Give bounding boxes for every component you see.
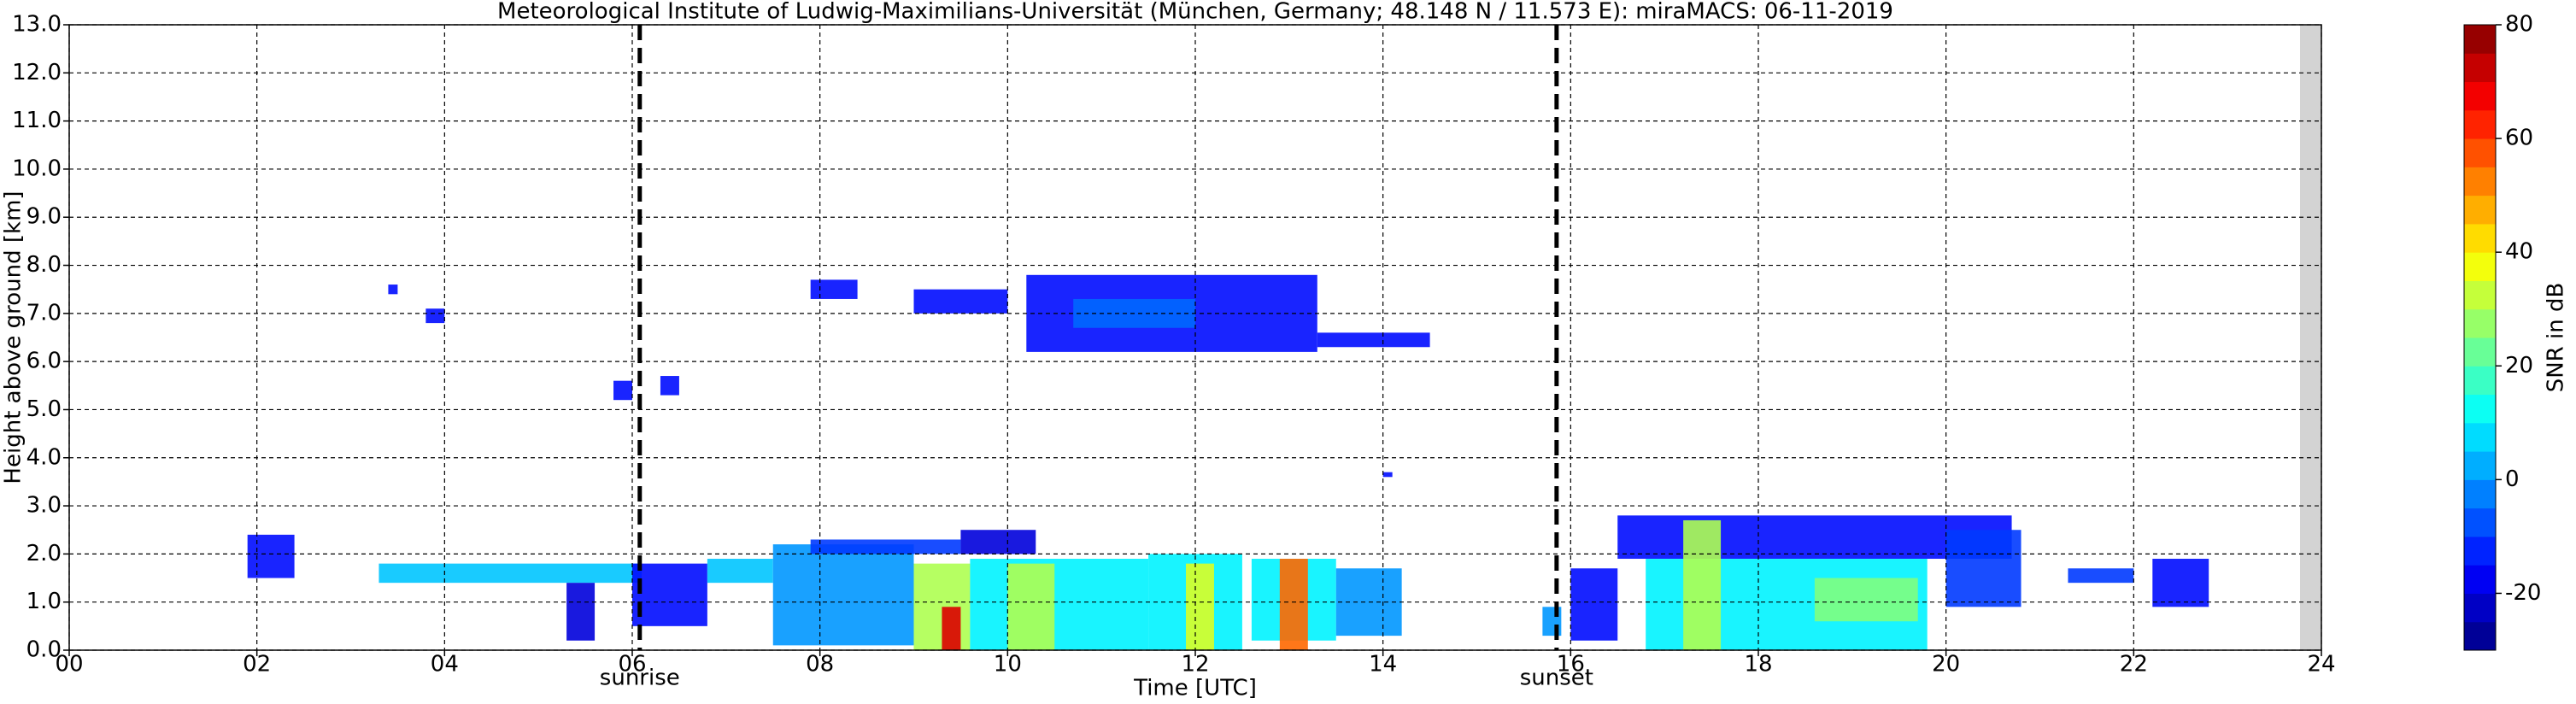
echo xyxy=(247,534,295,578)
echo xyxy=(388,285,398,295)
x-tick-label: 12 xyxy=(1181,652,1209,678)
y-tick-label: 9.0 xyxy=(26,204,62,230)
colorbar-tick-label: 40 xyxy=(2505,239,2533,265)
colorbar-segment xyxy=(2464,451,2496,480)
echo xyxy=(942,607,961,650)
colorbar-segment xyxy=(2464,394,2496,424)
colorbar-segment xyxy=(2464,280,2496,310)
colorbar-tick-label: 20 xyxy=(2505,353,2533,378)
x-tick-label: 14 xyxy=(1369,652,1397,678)
y-tick-label: 10.0 xyxy=(12,155,62,181)
echo xyxy=(960,530,1036,554)
echo xyxy=(1683,519,1722,650)
y-tick-label: 12.0 xyxy=(12,60,62,85)
chart-title: Meteorological Institute of Ludwig-Maxim… xyxy=(497,0,1893,25)
x-tick-label: 04 xyxy=(431,652,459,678)
echo xyxy=(1570,568,1618,641)
echo xyxy=(810,539,961,554)
colorbar-segment xyxy=(2464,138,2496,167)
colorbar-segment xyxy=(2464,536,2496,566)
y-tick-label: 11.0 xyxy=(12,108,62,133)
colorbar-segment xyxy=(2464,593,2496,623)
colorbar-segment xyxy=(2464,366,2496,396)
colorbar-segment xyxy=(2464,223,2496,253)
y-tick-label: 5.0 xyxy=(26,396,62,422)
x-tick-label: 10 xyxy=(994,652,1022,678)
y-axis-label: Height above ground [km] xyxy=(1,191,26,484)
colorbar-segment xyxy=(2464,337,2496,367)
colorbar-segment xyxy=(2464,507,2496,537)
echo xyxy=(378,563,642,584)
echo xyxy=(1317,332,1430,348)
echo xyxy=(1382,472,1393,478)
colorbar-frame xyxy=(2463,24,2497,651)
colorbar-segment xyxy=(2464,479,2496,509)
echo xyxy=(425,308,445,324)
y-tick-label: 4.0 xyxy=(26,444,62,470)
plot-frame xyxy=(68,24,2322,651)
echo xyxy=(1007,563,1055,650)
echo xyxy=(1814,578,1918,622)
colorbar-segment xyxy=(2464,308,2496,338)
echo xyxy=(660,376,679,396)
event-label: sunrise xyxy=(600,666,680,691)
colorbar-segment xyxy=(2464,81,2496,111)
echo xyxy=(1186,563,1214,650)
x-tick-label: 06 xyxy=(618,652,646,678)
echo xyxy=(613,380,632,401)
echo xyxy=(913,289,1008,314)
no-data-strip xyxy=(2300,25,2321,650)
x-axis-label: Time [UTC] xyxy=(1133,676,1257,701)
echo xyxy=(772,544,914,646)
colorbar-segment xyxy=(2464,565,2496,594)
echo xyxy=(810,279,858,299)
colorbar-segment xyxy=(2464,195,2496,225)
colorbar-segment xyxy=(2464,422,2496,452)
colorbar-tick-label: 0 xyxy=(2505,466,2520,492)
x-tick-label: 18 xyxy=(1744,652,1772,678)
y-tick-label: 7.0 xyxy=(26,300,62,326)
colorbar-segment xyxy=(2464,167,2496,197)
x-tick-label: 20 xyxy=(1932,652,1960,678)
echo xyxy=(2152,559,2209,607)
colorbar-segment xyxy=(2464,53,2496,83)
y-tick-label: 3.0 xyxy=(26,493,62,519)
colorbar-segment xyxy=(2464,25,2496,54)
y-tick-label: 2.0 xyxy=(26,541,62,566)
colorbar-label: SNR in dB xyxy=(2544,283,2569,393)
y-tick-label: 8.0 xyxy=(26,252,62,278)
x-tick-label: 24 xyxy=(2307,652,2335,678)
x-tick-label: 22 xyxy=(2120,652,2148,678)
echo xyxy=(707,559,773,584)
echo xyxy=(566,583,596,641)
echo xyxy=(1279,559,1308,650)
x-tick-label: 16 xyxy=(1557,652,1585,678)
x-tick-label: 00 xyxy=(55,652,83,678)
x-tick-label: 02 xyxy=(243,652,271,678)
echo xyxy=(632,563,707,626)
colorbar-tick-label: 80 xyxy=(2505,12,2533,38)
colorbar-tick-label: 60 xyxy=(2505,126,2533,151)
echo xyxy=(970,559,1149,650)
event-label: sunset xyxy=(1520,666,1593,691)
y-tick-label: 6.0 xyxy=(26,349,62,374)
x-tick-label: 08 xyxy=(806,652,834,678)
colorbar-segment xyxy=(2464,252,2496,281)
y-tick-label: 0.0 xyxy=(26,637,62,663)
y-tick-label: 13.0 xyxy=(12,12,62,38)
echo xyxy=(1945,530,2021,607)
colorbar-tick-label: -20 xyxy=(2505,580,2541,606)
colorbar-segment xyxy=(2464,109,2496,139)
echo xyxy=(2068,568,2134,584)
colorbar-segment xyxy=(2464,621,2496,651)
y-tick-label: 1.0 xyxy=(26,589,62,614)
